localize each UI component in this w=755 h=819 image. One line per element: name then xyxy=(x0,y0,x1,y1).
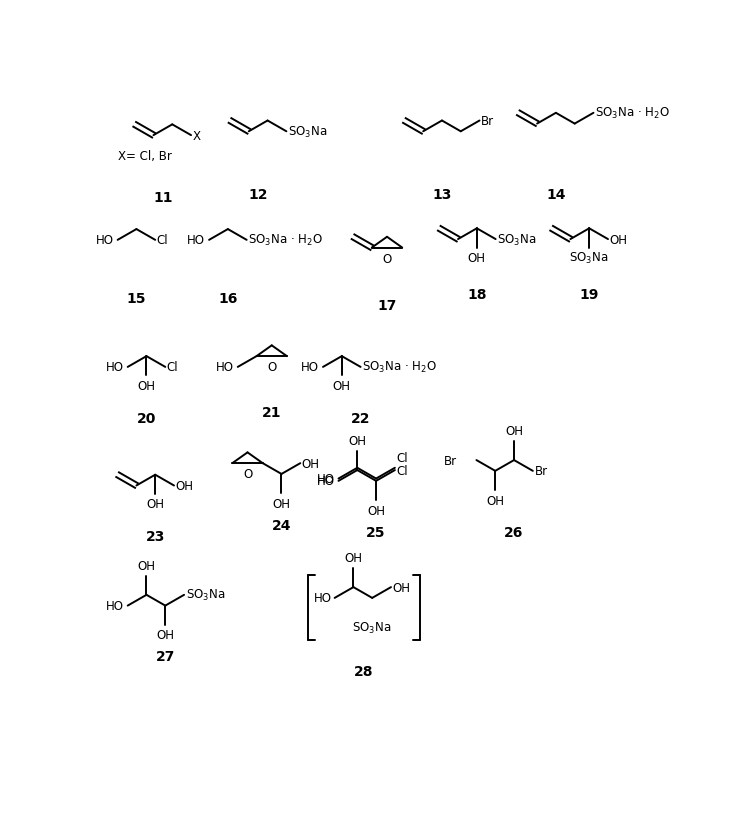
Text: OH: OH xyxy=(333,379,351,392)
Text: 27: 27 xyxy=(156,649,175,663)
Text: HO: HO xyxy=(187,234,205,247)
Text: SO$_3$Na · H$_2$O: SO$_3$Na · H$_2$O xyxy=(248,233,323,248)
Text: 25: 25 xyxy=(366,525,386,539)
Text: OH: OH xyxy=(348,435,366,448)
Text: SO$_3$Na: SO$_3$Na xyxy=(186,587,225,603)
Text: 11: 11 xyxy=(153,192,173,206)
Text: OH: OH xyxy=(302,457,320,470)
Text: OH: OH xyxy=(486,494,504,507)
Text: O: O xyxy=(382,252,392,265)
Text: X: X xyxy=(193,129,201,143)
Text: HO: HO xyxy=(317,475,334,488)
Text: 15: 15 xyxy=(127,292,146,305)
Text: 18: 18 xyxy=(467,287,486,301)
Text: HO: HO xyxy=(216,361,234,374)
Text: OH: OH xyxy=(146,498,164,511)
Text: OH: OH xyxy=(393,581,411,594)
Text: 16: 16 xyxy=(218,292,238,305)
Text: 20: 20 xyxy=(137,411,156,425)
Text: X= Cl, Br: X= Cl, Br xyxy=(118,149,171,162)
Text: Cl: Cl xyxy=(167,361,178,374)
Text: HO: HO xyxy=(313,591,331,604)
Text: OH: OH xyxy=(609,233,627,247)
Text: OH: OH xyxy=(137,559,156,572)
Text: SO$_3$Na: SO$_3$Na xyxy=(569,251,609,266)
Text: HO: HO xyxy=(106,600,124,613)
Text: HO: HO xyxy=(96,234,114,247)
Text: OH: OH xyxy=(344,552,362,564)
Text: O: O xyxy=(267,361,276,374)
Text: 24: 24 xyxy=(272,518,291,532)
Text: Br: Br xyxy=(535,465,547,477)
Text: HO: HO xyxy=(106,361,124,374)
Text: OH: OH xyxy=(137,379,156,392)
Text: Cl: Cl xyxy=(396,452,408,464)
Text: Br: Br xyxy=(444,454,457,467)
Text: 17: 17 xyxy=(378,299,396,313)
Text: SO$_3$Na: SO$_3$Na xyxy=(288,124,328,140)
Text: 12: 12 xyxy=(248,188,268,201)
Text: HO: HO xyxy=(301,361,319,374)
Text: OH: OH xyxy=(273,497,291,510)
Text: Br: Br xyxy=(481,115,495,128)
Text: 13: 13 xyxy=(433,188,451,201)
Text: 23: 23 xyxy=(146,530,165,544)
Text: SO$_3$Na: SO$_3$Na xyxy=(498,233,537,247)
Text: 22: 22 xyxy=(351,411,371,425)
Text: O: O xyxy=(243,468,252,481)
Text: OH: OH xyxy=(505,425,523,438)
Text: HO: HO xyxy=(317,473,334,486)
Text: SO$_3$Na · H$_2$O: SO$_3$Na · H$_2$O xyxy=(595,106,670,121)
Text: SO$_3$Na: SO$_3$Na xyxy=(353,620,392,635)
Text: OH: OH xyxy=(156,629,174,641)
Text: 28: 28 xyxy=(354,664,374,678)
Text: OH: OH xyxy=(367,504,385,517)
Text: Cl: Cl xyxy=(396,464,408,477)
Text: 21: 21 xyxy=(262,405,282,419)
Text: 19: 19 xyxy=(580,287,599,301)
Text: OH: OH xyxy=(176,479,193,492)
Text: 26: 26 xyxy=(504,526,524,540)
Text: OH: OH xyxy=(468,251,485,265)
Text: 14: 14 xyxy=(546,188,565,201)
Text: Cl: Cl xyxy=(157,234,168,247)
Text: SO$_3$Na · H$_2$O: SO$_3$Na · H$_2$O xyxy=(362,360,437,375)
